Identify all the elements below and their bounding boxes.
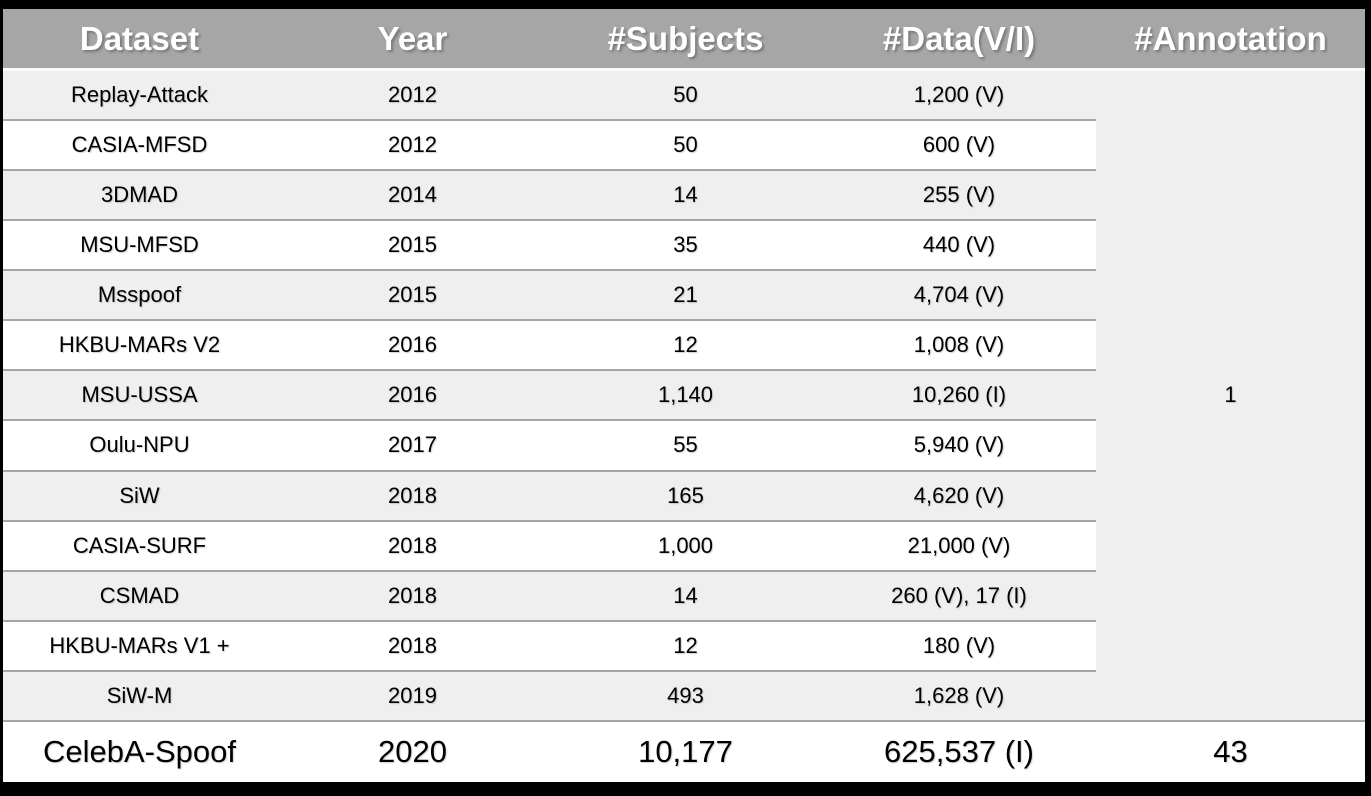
cell-subjects: 14: [549, 569, 822, 621]
cell-subjects: 493: [549, 669, 822, 721]
datasets-table: Dataset Year #Subjects #Data(V/I) #Annot…: [3, 9, 1365, 782]
col-header-subjects: #Subjects: [549, 9, 822, 71]
cell-data: 625,537 (I): [822, 719, 1096, 782]
cell-dataset: Msspoof: [3, 269, 276, 321]
cell-subjects: 12: [549, 319, 822, 371]
cell-year: 2016: [276, 319, 549, 371]
table-row: MSU-USSA 2016 1,140 10,260 (I): [3, 369, 1365, 421]
cell-year: 2014: [276, 169, 549, 221]
cell-year: 2016: [276, 369, 549, 421]
cell-subjects: 55: [549, 419, 822, 471]
cell-subjects: 1,140: [549, 369, 822, 421]
cell-subjects: 14: [549, 169, 822, 221]
cell-subjects: 21: [549, 269, 822, 321]
cell-data: 1,200 (V): [822, 69, 1096, 121]
cell-data: 5,940 (V): [822, 419, 1096, 471]
cell-subjects: 50: [549, 119, 822, 171]
col-header-data: #Data(V/I): [822, 9, 1096, 71]
cell-dataset: HKBU-MARs V2: [3, 319, 276, 371]
cell-data: 440 (V): [822, 219, 1096, 271]
cell-dataset: MSU-MFSD: [3, 219, 276, 271]
cell-year: 2015: [276, 219, 549, 271]
cell-dataset: SiW-M: [3, 669, 276, 721]
cell-year: 2015: [276, 269, 549, 321]
cell-annotation-merged: 1: [1096, 69, 1365, 721]
cell-year: 2012: [276, 119, 549, 171]
cell-data: 1,628 (V): [822, 669, 1096, 721]
table-row: Msspoof 2015 21 4,704 (V): [3, 269, 1365, 321]
cell-data: 255 (V): [822, 169, 1096, 221]
cell-year: 2018: [276, 469, 549, 521]
table-row: HKBU-MARs V2 2016 12 1,008 (V): [3, 319, 1365, 371]
table-row: CASIA-MFSD 2012 50 600 (V): [3, 119, 1365, 171]
cell-dataset: SiW: [3, 469, 276, 521]
cell-year: 2019: [276, 669, 549, 721]
cell-subjects: 12: [549, 619, 822, 671]
table-row: CSMAD 2018 14 260 (V), 17 (I): [3, 569, 1365, 621]
highlight-row-celeba-spoof: CelebA-Spoof 2020 10,177 625,537 (I) 43: [3, 719, 1365, 782]
col-header-year: Year: [276, 9, 549, 71]
cell-subjects: 35: [549, 219, 822, 271]
cell-dataset: Oulu-NPU: [3, 419, 276, 471]
cell-dataset: CSMAD: [3, 569, 276, 621]
cell-data: 4,704 (V): [822, 269, 1096, 321]
cell-year: 2018: [276, 619, 549, 671]
cell-data: 10,260 (I): [822, 369, 1096, 421]
table-foot: CelebA-Spoof 2020 10,177 625,537 (I) 43: [3, 719, 1365, 782]
cell-dataset: CASIA-MFSD: [3, 119, 276, 171]
cell-year: 2018: [276, 519, 549, 571]
cell-dataset: HKBU-MARs V1 +: [3, 619, 276, 671]
cell-data: 1,008 (V): [822, 319, 1096, 371]
cell-data: 21,000 (V): [822, 519, 1096, 571]
cell-annotation: 43: [1096, 719, 1365, 782]
cell-data: 180 (V): [822, 619, 1096, 671]
cell-subjects: 50: [549, 69, 822, 121]
table-row: HKBU-MARs V1 +2018 12 180 (V): [3, 619, 1365, 671]
cell-year: 2012: [276, 69, 549, 121]
table-row: Oulu-NPU 2017 55 5,940 (V): [3, 419, 1365, 471]
cell-data: 600 (V): [822, 119, 1096, 171]
col-header-annotation: #Annotation: [1096, 9, 1365, 71]
cell-dataset: MSU-USSA: [3, 369, 276, 421]
cell-data: 4,620 (V): [822, 469, 1096, 521]
cell-dataset: Replay-Attack: [3, 69, 276, 121]
cell-subjects: 165: [549, 469, 822, 521]
col-header-dataset: Dataset: [3, 9, 276, 71]
table-row: CASIA-SURF 2018 1,000 21,000 (V): [3, 519, 1365, 571]
cell-year: 2018: [276, 569, 549, 621]
table-row: SiW-M 2019 493 1,628 (V): [3, 669, 1365, 721]
cell-dataset: CelebA-Spoof: [3, 719, 276, 782]
table-row: 3DMAD 2014 14 255 (V): [3, 169, 1365, 221]
cell-dataset: CASIA-SURF: [3, 519, 276, 571]
cell-year: 2020: [276, 719, 549, 782]
cell-dataset: 3DMAD: [3, 169, 276, 221]
header-row: Dataset Year #Subjects #Data(V/I) #Annot…: [3, 9, 1365, 71]
cell-data: 260 (V), 17 (I): [822, 569, 1096, 621]
table-row: Replay-Attack 2012 50 1,200 (V) 1: [3, 69, 1365, 721]
cell-year: 2017: [276, 419, 549, 471]
table-body: Replay-Attack 2012 50 1,200 (V) 1 CASIA-MFSD 2…: [3, 69, 1365, 721]
cell-subjects: 10,177: [549, 719, 822, 782]
table-row: MSU-MFSD 2015 35 440 (V): [3, 219, 1365, 271]
cell-subjects: 1,000: [549, 519, 822, 571]
table-row: SiW 2018 165 4,620 (V): [3, 469, 1365, 521]
